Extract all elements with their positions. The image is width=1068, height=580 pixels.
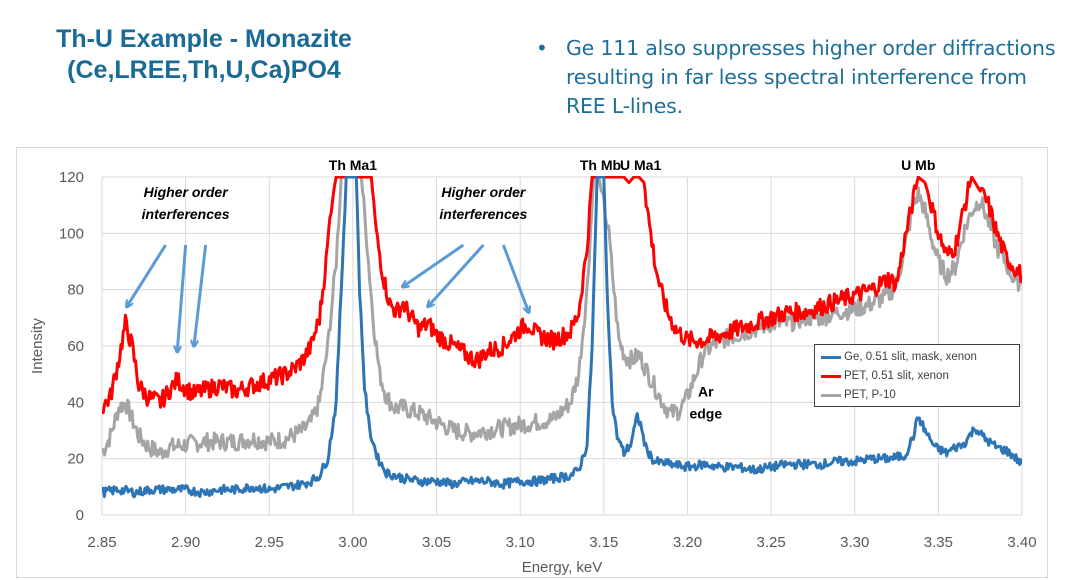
x-tick-label: 3.40 — [1007, 534, 1036, 551]
legend-label-ge: Ge, 0.51 slit, mask, xenon — [844, 351, 977, 363]
x-tick-label: 3.15 — [589, 534, 618, 551]
legend-swatch-pet-p10 — [821, 393, 841, 397]
callout-text: interferences — [439, 206, 527, 222]
y-tick-label: 40 — [67, 394, 84, 411]
legend-label-pet-p10: PET, P-10 — [844, 389, 896, 401]
callout-text: interferences — [142, 206, 230, 222]
series-group — [102, 176, 1022, 499]
legend-label-pet-xenon: PET, 0.51 slit, xenon — [844, 370, 949, 382]
x-tick-label: 2.90 — [171, 534, 200, 551]
x-tick-label: 3.30 — [840, 534, 869, 551]
legend-item-pet-p10: PET, P-10 — [821, 387, 896, 403]
peak-label: U Mb — [901, 157, 935, 173]
x-tick-label: 3.10 — [506, 534, 535, 551]
legend-swatch-ge — [821, 355, 841, 359]
x-tick-label: 2.85 — [87, 534, 116, 551]
bullet-icon: • — [536, 36, 548, 60]
slide-title-line-2: (Ce,LREE,Th,U,Ca)PO4 — [67, 56, 341, 84]
legend-item-ge: Ge, 0.51 slit, mask, xenon — [821, 349, 977, 365]
callout-arrow — [403, 243, 465, 286]
y-tick-label: 20 — [67, 451, 84, 468]
callout-arrow — [428, 243, 485, 306]
x-tick-label: 3.35 — [924, 534, 953, 551]
y-tick-label: 0 — [76, 507, 84, 524]
y-tick-labels: 0 20 40 60 80 100 120 — [59, 169, 84, 524]
y-axis-label: Intensity — [29, 318, 46, 374]
y-tick-label: 100 — [59, 225, 84, 242]
x-tick-label: 3.20 — [673, 534, 702, 551]
series-line-ge — [102, 176, 1022, 499]
y-tick-label: 80 — [67, 282, 84, 299]
slide-title-line-1: Th-U Example - Monazite — [56, 25, 352, 53]
callout-arrow — [194, 244, 208, 346]
x-tick-labels: 2.85 2.90 2.95 3.00 3.05 3.10 3.15 3.20 3.25 3.30… — [87, 534, 1036, 551]
bullet-text: Ge 111 also suppresses higher order diff… — [566, 36, 1056, 118]
peak-label: Th Ma1 — [329, 157, 377, 173]
annotations: Th Ma1 Th MbU Ma1 U Mb Higher order interfer… — [142, 157, 936, 422]
peak-label: Th Mb — [580, 157, 621, 173]
y-tick-label: 60 — [67, 338, 84, 355]
ar-edge-label: edge — [689, 406, 722, 422]
x-axis-label: Energy, keV — [522, 559, 603, 576]
callout-arrow — [177, 244, 188, 351]
callout-text: Higher order — [144, 184, 230, 200]
chart-frame — [16, 147, 1048, 578]
slide-title: Th-U Example - Monazite (Ce,LREE,Th,U,Ca… — [14, 24, 394, 86]
x-tick-label: 3.05 — [422, 534, 451, 551]
callout-arrow — [127, 244, 167, 306]
chart-legend: Ge, 0.51 slit, mask, xenon PET, 0.51 sli… — [814, 344, 1020, 407]
series-line-pet-xenon — [102, 176, 1022, 415]
x-tick-label: 3.00 — [338, 534, 367, 551]
ar-edge-label: Ar — [698, 384, 714, 400]
y-tick-label: 120 — [59, 169, 84, 186]
series-line-pet-p10 — [102, 176, 1022, 460]
x-tick-label: 3.25 — [756, 534, 785, 551]
callout-text: Higher order — [441, 184, 527, 200]
legend-item-pet-xenon: PET, 0.51 slit, xenon — [821, 368, 949, 384]
legend-swatch-pet-xenon — [821, 374, 841, 378]
x-tick-label: 2.95 — [255, 534, 284, 551]
callout-arrows — [127, 243, 528, 351]
callout-arrow — [501, 244, 528, 312]
peak-label: U Ma1 — [620, 157, 661, 173]
